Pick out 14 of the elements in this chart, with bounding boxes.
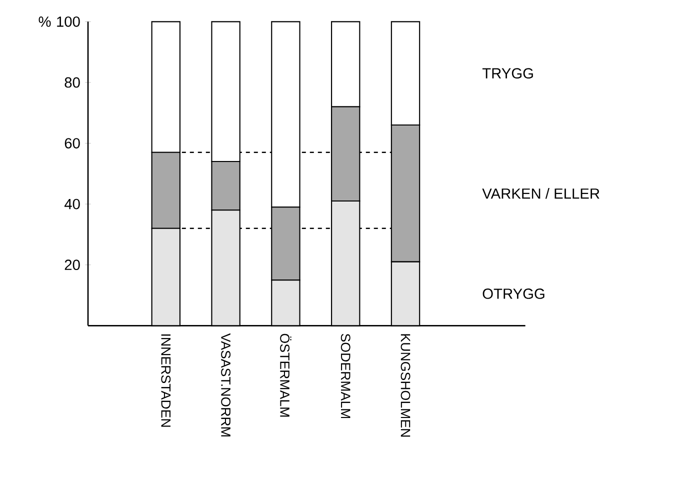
y-axis-title: % — [38, 16, 51, 27]
text: OTRYGG — [482, 288, 544, 299]
y-tick-label: 40 — [64, 198, 80, 210]
x-tick-label: ÖSTERMALM — [280, 334, 292, 417]
text: TRYGG — [482, 68, 533, 79]
y-tick-label: 100 — [57, 16, 80, 27]
y-tick-label: 80 — [64, 77, 80, 88]
y-tick-label: 20 — [64, 260, 80, 270]
x-tick-label: SODERMALM — [340, 334, 350, 418]
x-tick-label: KUNGSHOLMEN — [400, 334, 410, 437]
x-tick-label: VASAST.NORRM — [221, 333, 231, 436]
x-tick-label: INNERSTADEN — [161, 334, 171, 427]
y-tick-label: 60 — [64, 138, 80, 148]
text: VARKEN / ELLER — [482, 188, 600, 199]
